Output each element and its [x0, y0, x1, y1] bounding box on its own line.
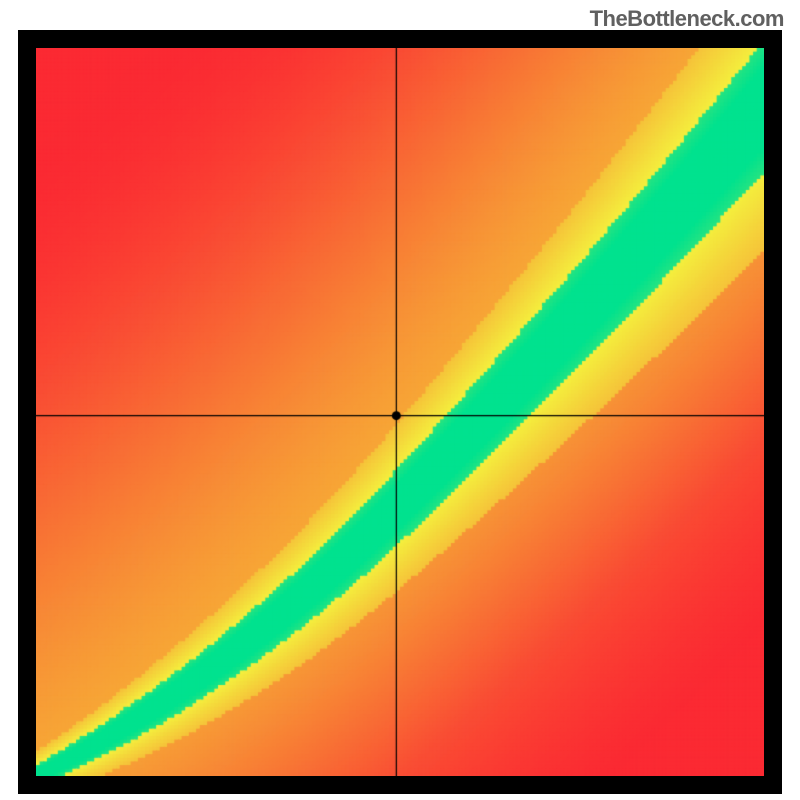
- attribution-text: TheBottleneck.com: [590, 6, 784, 32]
- chart-container: TheBottleneck.com: [0, 0, 800, 800]
- heatmap-canvas: [36, 48, 764, 776]
- plot-frame: [18, 30, 782, 794]
